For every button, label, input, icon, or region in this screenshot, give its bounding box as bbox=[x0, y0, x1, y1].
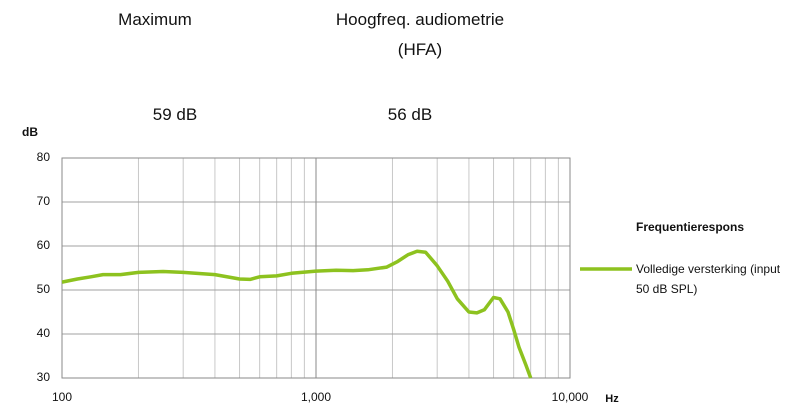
x-tick-label: 100 bbox=[52, 390, 72, 404]
header-value: 59 dB bbox=[152, 105, 198, 124]
data-line bbox=[61, 249, 533, 379]
y-tick-label: 60 bbox=[37, 238, 51, 252]
x-tick-label: 1,000 bbox=[301, 390, 331, 404]
x-axis-label: Hz bbox=[605, 393, 619, 405]
y-tick-label: 70 bbox=[37, 194, 51, 208]
header-value: 56 dB bbox=[387, 105, 433, 124]
y-tick-label: 80 bbox=[37, 150, 51, 164]
plot-border bbox=[61, 157, 571, 379]
y-axis-label: dB bbox=[22, 125, 38, 139]
legend-label: Volledige versterking (input 50 dB SPL) bbox=[636, 262, 781, 296]
x-tick-label: 10,000 bbox=[552, 390, 589, 404]
header-title: Maximum bbox=[118, 10, 192, 29]
y-tick-label: 30 bbox=[37, 370, 51, 384]
legend-title: Frequentierespons bbox=[636, 220, 744, 234]
header-title: Hoogfreq. audiometrie (HFA) bbox=[335, 10, 505, 59]
y-tick-label: 50 bbox=[37, 282, 51, 296]
y-tick-label: 40 bbox=[37, 326, 51, 340]
